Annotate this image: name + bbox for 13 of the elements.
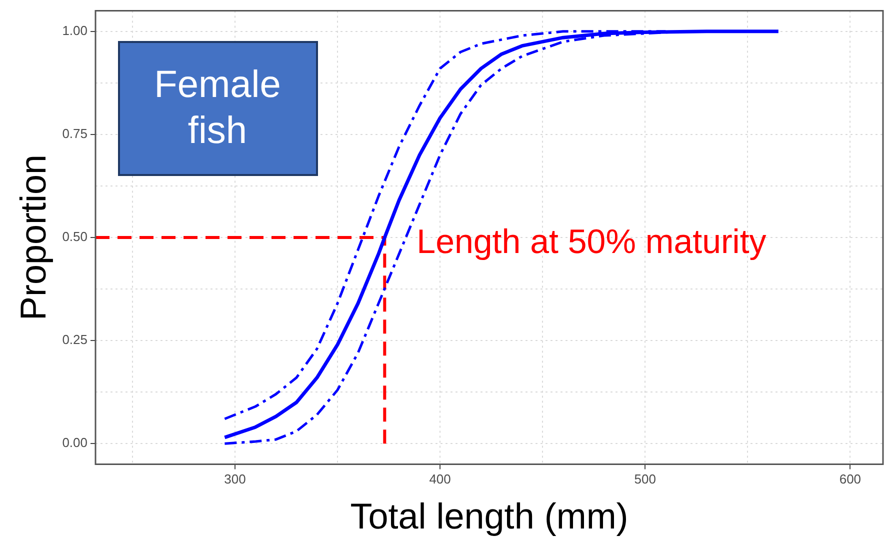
y-tick-label: 0.25 xyxy=(62,332,88,348)
y-axis-title: Proportion xyxy=(12,154,54,321)
y-tick-label: 0.00 xyxy=(62,435,88,450)
x-axis-title: Total length (mm) xyxy=(350,495,628,536)
label-box: Female fish xyxy=(118,40,318,176)
y-tick-label: 1.00 xyxy=(62,22,88,38)
x-tick-label: 400 xyxy=(429,472,451,487)
x-tick-label: 600 xyxy=(839,472,862,487)
y-tick-label: 0.50 xyxy=(62,229,88,244)
y-tick-label: 0.75 xyxy=(62,126,88,142)
annotation: Length at 50% maturity xyxy=(416,222,766,261)
x-tick-label: 300 xyxy=(224,472,246,487)
x-tick-label: 500 xyxy=(634,472,656,487)
